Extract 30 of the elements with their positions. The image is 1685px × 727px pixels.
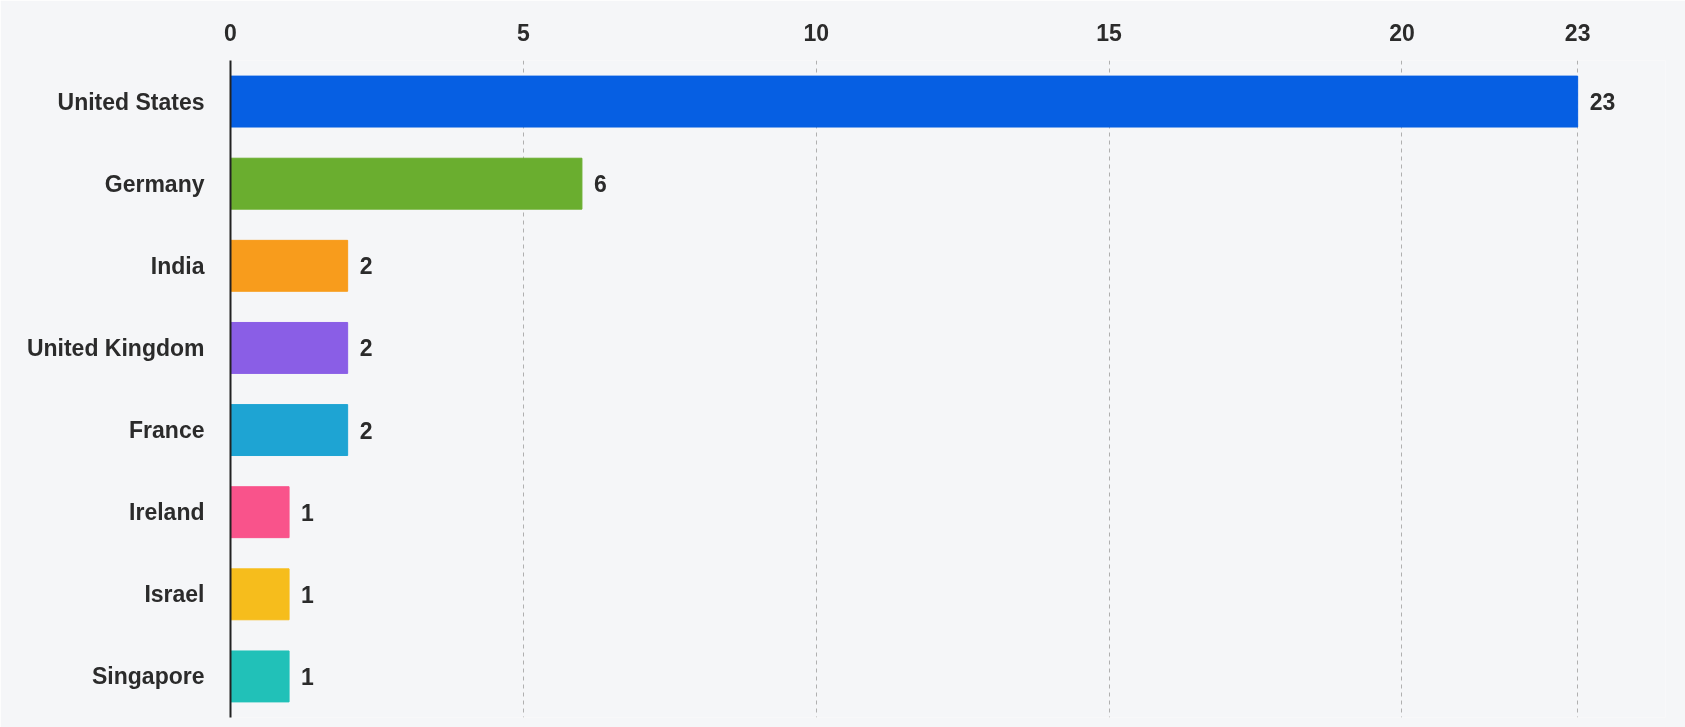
y-tick-label: Ireland <box>129 499 205 526</box>
data-label: 6 <box>593 171 607 198</box>
bar <box>230 239 349 292</box>
y-tick-label: Singapore <box>92 663 205 690</box>
bar <box>230 486 290 539</box>
data-label: 1 <box>301 663 315 690</box>
bar <box>230 404 349 457</box>
data-label: 1 <box>301 581 315 608</box>
bar <box>230 568 290 621</box>
bar <box>230 650 290 703</box>
bar <box>230 75 1579 128</box>
x-tick-label: 5 <box>516 19 530 46</box>
bar <box>230 321 349 374</box>
y-tick-label: Israel <box>144 581 205 608</box>
y-tick-label: France <box>129 417 205 444</box>
x-tick-label: 20 <box>1389 19 1415 46</box>
data-label: 2 <box>359 335 373 362</box>
y-tick-label: United Kingdom <box>26 334 205 361</box>
x-tick-label: 0 <box>224 19 237 46</box>
data-label: 1 <box>301 499 315 526</box>
data-label: 2 <box>359 253 373 280</box>
x-tick-label: 23 <box>1564 19 1591 46</box>
y-tick-label: Germany <box>104 170 205 197</box>
y-tick-label: India <box>150 252 205 279</box>
data-label: 2 <box>359 417 373 444</box>
x-tick-label: 15 <box>1096 19 1123 46</box>
data-label: 23 <box>1589 89 1616 116</box>
x-tick-label: 10 <box>803 19 830 46</box>
bar <box>230 157 583 210</box>
y-tick-label: United States <box>57 88 205 115</box>
